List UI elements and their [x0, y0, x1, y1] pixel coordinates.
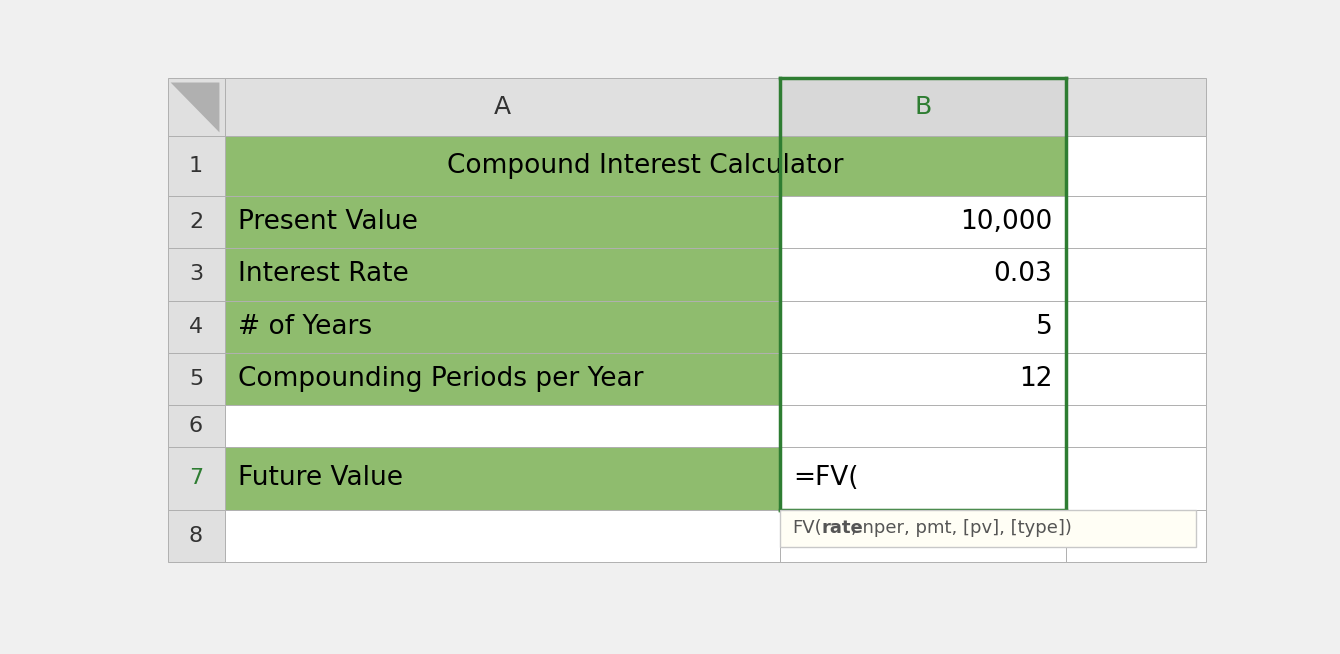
Text: 4: 4	[189, 317, 204, 337]
Text: 5: 5	[1036, 314, 1052, 339]
Bar	[225, 353, 780, 405]
Bar	[168, 196, 225, 248]
Bar	[780, 248, 1065, 301]
Text: 10,000: 10,000	[959, 209, 1052, 235]
Bar	[168, 509, 225, 562]
Bar	[1065, 78, 1206, 137]
Bar	[225, 78, 780, 137]
Bar	[225, 248, 780, 301]
Text: 1: 1	[189, 156, 204, 176]
Bar	[168, 405, 225, 447]
Bar	[168, 301, 225, 353]
Bar	[168, 353, 225, 405]
Bar	[168, 78, 225, 137]
Bar	[1065, 137, 1206, 196]
Text: Compound Interest Calculator: Compound Interest Calculator	[448, 153, 843, 179]
Bar	[225, 137, 1065, 196]
Bar	[1065, 196, 1206, 248]
Text: 5: 5	[189, 369, 204, 389]
Text: # of Years: # of Years	[239, 314, 373, 339]
Text: 2: 2	[189, 212, 204, 232]
Bar	[780, 353, 1065, 405]
Bar	[780, 405, 1065, 447]
Text: rate: rate	[821, 519, 863, 538]
Text: 7: 7	[189, 468, 204, 488]
Bar	[225, 447, 780, 509]
Text: FV(: FV(	[793, 519, 823, 538]
Bar	[780, 447, 1065, 509]
Bar	[1065, 405, 1206, 447]
Text: B: B	[914, 95, 931, 120]
Bar	[1065, 301, 1206, 353]
Bar	[225, 196, 780, 248]
Bar	[780, 78, 1065, 137]
Bar	[225, 509, 780, 562]
Bar	[1065, 509, 1206, 562]
Bar	[168, 137, 225, 196]
Text: 0.03: 0.03	[993, 262, 1052, 287]
Bar	[780, 301, 1065, 353]
Bar	[780, 196, 1065, 248]
Text: , nper, pmt, [pv], [type]): , nper, pmt, [pv], [type])	[851, 519, 1072, 538]
Text: Interest Rate: Interest Rate	[239, 262, 409, 287]
Bar	[225, 405, 780, 447]
Text: Compounding Periods per Year: Compounding Periods per Year	[239, 366, 643, 392]
Bar	[168, 248, 225, 301]
Text: A: A	[494, 95, 511, 120]
Text: Future Value: Future Value	[239, 465, 403, 491]
Text: 8: 8	[189, 526, 204, 546]
Bar	[168, 447, 225, 509]
Text: =FV(: =FV(	[793, 465, 859, 491]
Text: 6: 6	[189, 416, 204, 436]
Text: Present Value: Present Value	[239, 209, 418, 235]
Bar	[780, 509, 1195, 547]
Bar	[1065, 353, 1206, 405]
Bar	[1065, 248, 1206, 301]
Text: 3: 3	[189, 264, 204, 284]
Polygon shape	[170, 82, 220, 132]
Bar	[780, 509, 1065, 562]
Bar	[1065, 447, 1206, 509]
Text: 12: 12	[1018, 366, 1052, 392]
Bar	[225, 301, 780, 353]
